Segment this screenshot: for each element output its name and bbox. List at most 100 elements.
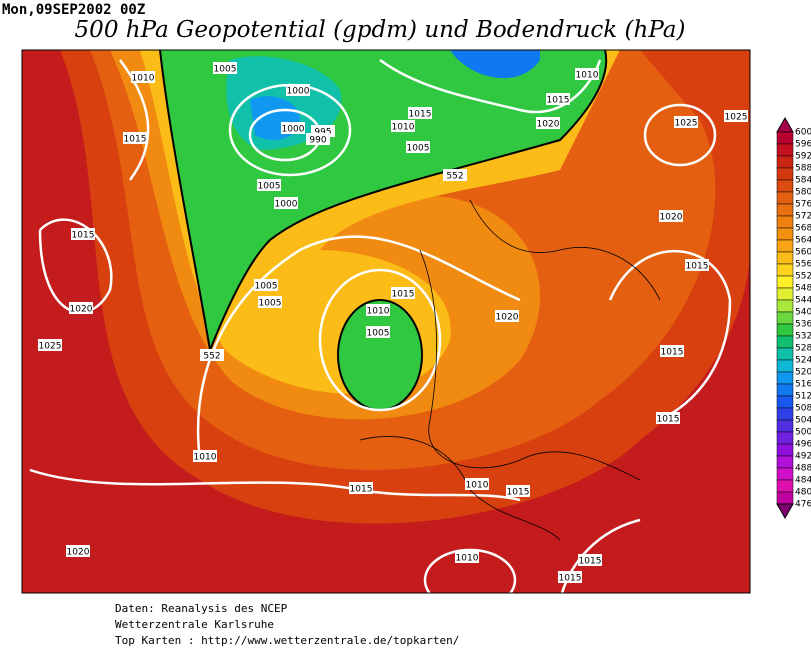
label-box [71,228,95,240]
isobar-label: 1005 [258,182,281,192]
isobar-label: 1015 [409,110,432,120]
label-box [443,169,467,181]
isobar-label: 1015 [657,415,680,425]
colorbar-cell [776,239,794,253]
colorbar-cell [776,287,794,301]
colorbar-cell [776,263,794,277]
label-box [408,107,432,119]
colorbar-cell [776,443,794,457]
colorbar-label: 508 [795,404,811,414]
label-box [674,116,698,128]
colorbar-label: 596 [795,140,811,150]
colorbar-cell [776,251,794,265]
colorbar-label: 568 [795,224,811,234]
label-box [465,478,489,490]
colorbar-label: 576 [795,200,811,210]
colorbar-label: 524 [795,356,811,366]
colorbar-cell [776,383,794,397]
label-box [193,450,217,462]
isobar-label: 1000 [275,200,298,210]
isobar-label: 990 [309,136,326,146]
label-box [200,349,224,361]
isobar-label: 1015 [507,488,530,498]
isobar-label: 1010 [132,74,155,84]
colorbar-label: 580 [795,188,811,198]
isobar-label: 552 [203,352,220,362]
colorbar-label: 484 [795,476,811,486]
colorbar-label: 532 [795,332,811,342]
colorbar-label: 500 [795,428,811,438]
isobar-label: 1010 [194,453,217,463]
isobar-label: 1015 [686,262,709,272]
isobar-label: 1010 [576,71,599,81]
isobar-label: 1000 [287,87,310,97]
isobar-label: 1015 [350,485,373,495]
colorbar-cell [776,323,794,337]
isobar-label: 1005 [407,144,430,154]
colorbar-cell [776,335,794,349]
label-box [123,132,147,144]
label-box [659,210,683,222]
isobar-label: 1025 [675,119,698,129]
colorbar-label: 548 [795,284,811,294]
isobar-label: 1005 [214,65,237,75]
colorbar-cell [776,407,794,421]
label-box [455,551,479,563]
colorbar-cell [776,371,794,385]
label-box [274,197,298,209]
colorbar-label: 536 [795,320,811,330]
colorbar-cell [776,431,794,445]
label-box [656,412,680,424]
isobar-label: 1020 [67,548,90,558]
isobar-label: 1005 [255,282,278,292]
isobar-label: 1015 [124,135,147,145]
colorbar-cell [776,491,794,505]
isobar-label: 552 [446,172,463,182]
label-box [546,93,570,105]
label-box [660,345,684,357]
colorbar-cell [776,311,794,325]
colorbar-label: 488 [795,464,811,474]
colorbar-cell [776,191,794,205]
label-box [406,141,430,153]
label-box [685,259,709,271]
isobar-label: 1015 [579,557,602,567]
colorbar-cell [776,179,794,193]
title: 500 hPa Geopotential (gpdm) und Bodendru… [75,17,686,43]
map-frame [21,49,751,594]
colorbar-label: 540 [795,308,811,318]
label-box [38,339,62,351]
footer-line: Daten: Reanalysis des NCEP [115,602,288,615]
colorbar-label: 588 [795,164,811,174]
isobar-label: 995 [314,128,331,138]
label-box [306,133,330,145]
colorbar: 600 596 592 588 584 580 576 572 568 564 560 556 552 5… [776,116,811,520]
label-box [391,287,415,299]
colorbar-cell [776,203,794,217]
colorbar-label: 572 [795,212,811,222]
colorbar-cell [776,167,794,181]
label-box [495,310,519,322]
colorbar-label: 512 [795,392,811,402]
colorbar-label: 528 [795,344,811,354]
map-area [22,50,750,593]
isobar-label: 1005 [259,299,282,309]
label-box [558,571,582,583]
colorbar-label: 584 [795,176,811,186]
colorbar-label: 520 [795,368,811,378]
colorbar-cell [776,347,794,361]
colorbar-cell [776,479,794,493]
label-box [349,482,373,494]
label-box [131,71,155,83]
label-box [366,326,390,338]
label-box [69,302,93,314]
label-box [391,120,415,132]
isobar-label: 1020 [660,213,683,223]
isobar-label: 1010 [367,307,390,317]
label-box [213,62,237,74]
colorbar-label: 544 [795,296,811,306]
isobar-label: 1015 [547,96,570,106]
colorbar-cell [776,359,794,373]
isobar-label: 1025 [725,113,748,123]
